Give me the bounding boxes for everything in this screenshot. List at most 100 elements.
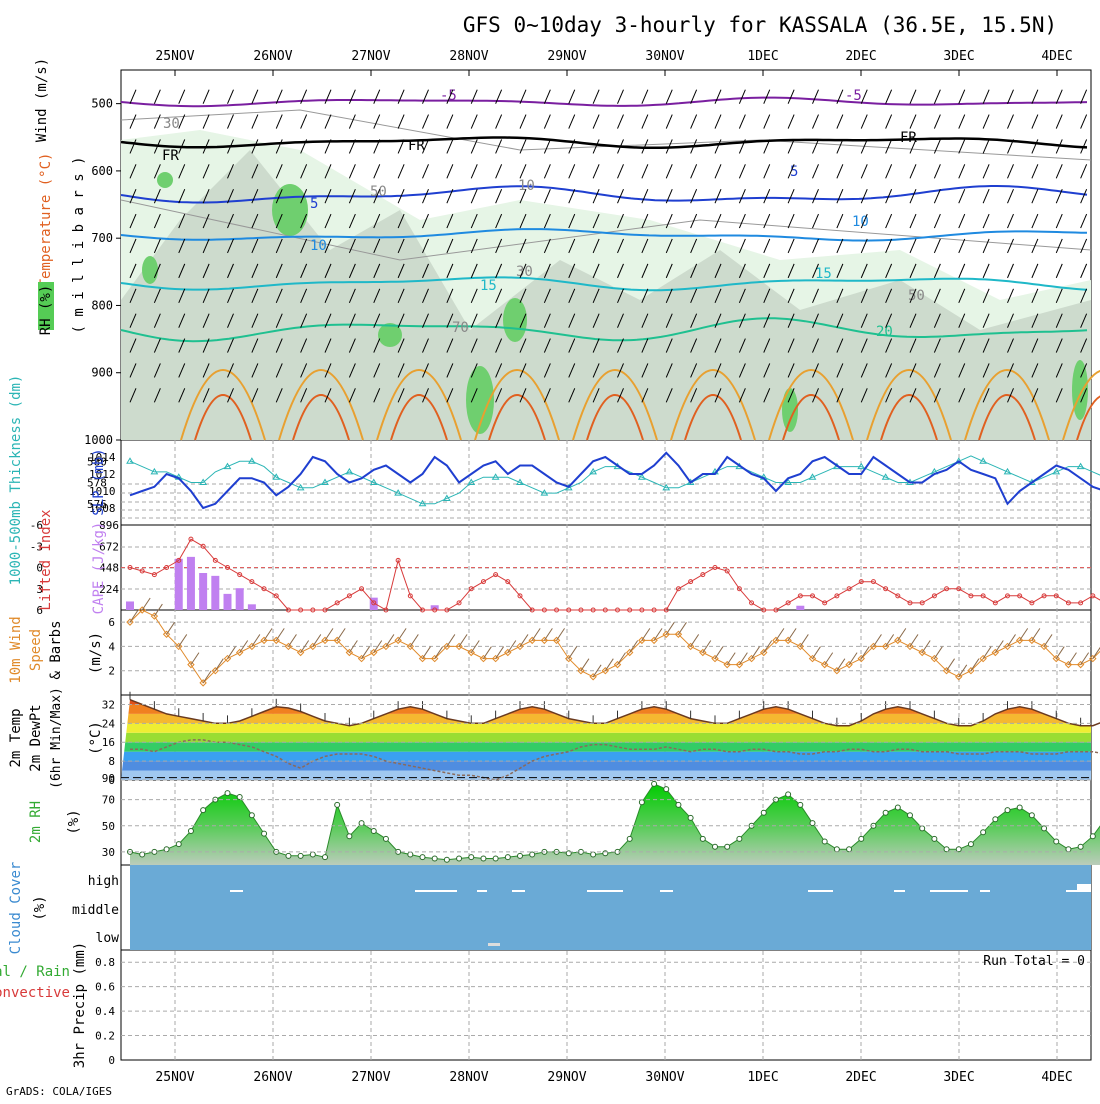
wind-barb bbox=[397, 263, 405, 279]
wind-barb bbox=[373, 288, 381, 303]
upper-air-panel: -5-5FRFRFR551010151520103050507030500600… bbox=[84, 88, 1100, 447]
wind-barb bbox=[982, 114, 990, 129]
wind-barb-10m bbox=[933, 646, 943, 659]
wind-barb bbox=[397, 363, 405, 378]
rh-point bbox=[309, 851, 316, 858]
wind-barb bbox=[812, 363, 819, 378]
cape-tick-label: 672 bbox=[99, 540, 119, 553]
wind-barb-10m bbox=[994, 640, 1004, 653]
frame-slp bbox=[120, 439, 1092, 526]
wind-barb bbox=[202, 263, 210, 279]
lifted-index-point bbox=[298, 607, 304, 613]
wind-barb bbox=[1007, 388, 1014, 403]
temp2m-label-a: 2m Temp bbox=[8, 708, 24, 767]
wind-barb bbox=[446, 213, 454, 229]
wind-speed-point bbox=[296, 648, 305, 657]
wind-barb bbox=[251, 288, 259, 303]
precip-tick-label: 0.8 bbox=[95, 956, 115, 969]
wind-barb bbox=[446, 363, 454, 378]
wind-barb-10m bbox=[239, 640, 249, 653]
wind-barb bbox=[933, 89, 941, 104]
wind-barb bbox=[860, 89, 868, 104]
wind-speed-point bbox=[967, 667, 975, 675]
lifted-index-point bbox=[907, 600, 913, 606]
wind10-label-a: 10m Wind bbox=[8, 616, 24, 683]
wind-barb-10m bbox=[214, 658, 224, 671]
wind-barb bbox=[1055, 164, 1063, 179]
rh-line bbox=[129, 783, 1100, 861]
wind-barb bbox=[1055, 189, 1063, 204]
wind-barb bbox=[275, 313, 283, 328]
lifted-index-point bbox=[810, 593, 815, 599]
rh-point bbox=[785, 791, 792, 798]
wind-speed-point bbox=[357, 654, 366, 663]
wind-barb bbox=[763, 139, 771, 154]
wind-barb bbox=[129, 313, 137, 328]
wind-barb bbox=[690, 288, 698, 303]
rh-point bbox=[651, 780, 658, 787]
wind-barb bbox=[495, 238, 503, 254]
wind-barb bbox=[543, 213, 551, 229]
wind-barb bbox=[1031, 189, 1039, 204]
wind-barb bbox=[227, 114, 234, 129]
wind-speed-point bbox=[650, 636, 658, 645]
wind-barb bbox=[738, 263, 746, 279]
wind-barb bbox=[763, 338, 771, 353]
lifted-index-point bbox=[407, 593, 413, 599]
precip-tick-label: 0 bbox=[108, 1054, 115, 1067]
wind-barb bbox=[617, 288, 624, 303]
wind-barb bbox=[592, 238, 600, 254]
rh-point bbox=[468, 854, 475, 861]
isotherm-30 bbox=[586, 394, 644, 441]
wind-barb bbox=[568, 263, 576, 279]
rh-point bbox=[529, 851, 536, 858]
wind-barb bbox=[1055, 388, 1063, 403]
wind-barb bbox=[885, 288, 893, 303]
wind-barb bbox=[519, 189, 527, 204]
wind-barb bbox=[909, 388, 917, 403]
lifted-index-point bbox=[944, 586, 950, 592]
wind-barb bbox=[982, 313, 990, 328]
wind-barb bbox=[860, 388, 868, 403]
lifted-index-point bbox=[724, 568, 730, 574]
cloud-high-segment bbox=[415, 890, 457, 892]
credit-label: GrADS: COLA/IGES bbox=[6, 1085, 112, 1098]
wind-barb bbox=[373, 164, 381, 179]
cape-bar bbox=[186, 556, 195, 610]
wind-barb bbox=[1080, 338, 1088, 353]
wind-barb bbox=[300, 363, 308, 378]
lifted-index-point bbox=[212, 557, 218, 563]
wind-barb-10m bbox=[348, 640, 358, 653]
wind-barb bbox=[251, 338, 259, 353]
thickness-marker bbox=[784, 478, 793, 485]
isotherm-30 bbox=[292, 394, 350, 441]
wind-barb bbox=[251, 263, 259, 279]
wind-barb bbox=[178, 139, 186, 154]
rh-point bbox=[919, 825, 926, 832]
wind-barb bbox=[763, 213, 771, 229]
rh-point bbox=[297, 852, 304, 859]
wind-barb-10m bbox=[909, 634, 919, 647]
wind-barb bbox=[592, 164, 600, 179]
wind-barb bbox=[397, 114, 405, 129]
wind-barb bbox=[568, 139, 576, 154]
wind-speed-point bbox=[894, 636, 902, 645]
wind-barb-10m bbox=[1043, 634, 1053, 647]
date-bottom-label: 1DEC bbox=[747, 1070, 778, 1085]
wind-barb bbox=[202, 363, 210, 378]
wind-barb bbox=[1007, 189, 1014, 204]
contour-label: 20 bbox=[876, 324, 893, 340]
wind-barb-10m bbox=[799, 634, 809, 647]
lifted-index-point bbox=[602, 607, 608, 613]
wind-barb bbox=[470, 338, 478, 353]
lifted-index-point bbox=[346, 593, 352, 599]
wind-barb bbox=[617, 139, 624, 154]
wind-barb bbox=[885, 363, 893, 378]
cloud-label: Cloud Cover bbox=[8, 862, 24, 955]
wind-barb bbox=[812, 139, 819, 154]
contour-label: FR bbox=[408, 138, 425, 154]
wind-barb-10m bbox=[763, 640, 773, 653]
wind-speed-point bbox=[345, 648, 354, 657]
lifted-index-point bbox=[797, 593, 803, 599]
rh-point bbox=[1053, 838, 1060, 845]
